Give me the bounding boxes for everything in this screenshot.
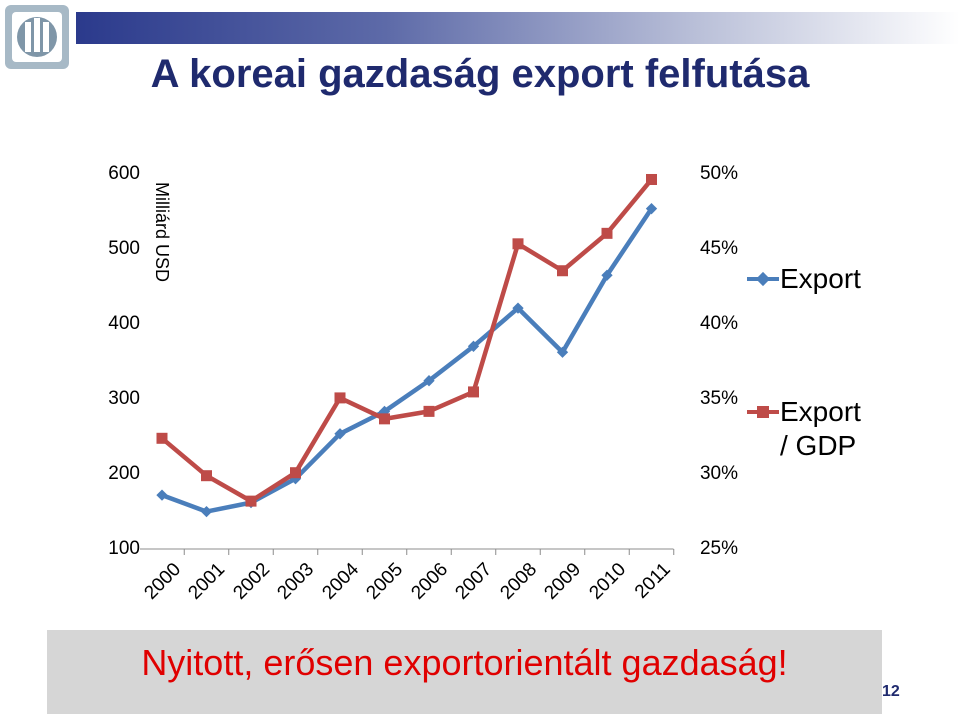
data-point-export-gdp xyxy=(512,238,524,250)
legend-label-export: Export xyxy=(780,263,861,294)
legend-label-export-gdp-line1: Export xyxy=(780,396,861,427)
data-point-export xyxy=(601,269,613,281)
y2-tick-label: 50% xyxy=(699,163,738,184)
y-tick-label: 600 xyxy=(108,163,140,184)
data-point-export xyxy=(512,302,524,314)
series-line-export xyxy=(161,207,654,514)
university-logo-icon xyxy=(5,5,69,69)
y2-tick-label: 25% xyxy=(699,538,738,559)
data-point-export xyxy=(200,505,213,518)
legend-swatch-export xyxy=(747,271,779,287)
data-point-export-gdp xyxy=(423,405,435,417)
page-number: 12 xyxy=(882,683,900,700)
data-point-export xyxy=(467,340,480,352)
data-point-export-gdp xyxy=(557,265,568,277)
y-tick-label: 200 xyxy=(108,463,140,484)
data-point-export-gdp xyxy=(156,432,168,444)
y-tick-label: 100 xyxy=(108,538,140,559)
y2-tick-label: 40% xyxy=(699,313,738,334)
legend-swatch-export-gdp xyxy=(747,406,779,418)
data-point-export xyxy=(334,428,346,440)
data-point-export-gdp xyxy=(201,470,212,482)
y-tick-label: 400 xyxy=(108,313,140,334)
data-point-export-gdp xyxy=(245,495,257,507)
y-tick-label: 500 xyxy=(108,238,140,259)
data-point-export xyxy=(423,375,435,387)
data-point-export-gdp xyxy=(334,392,346,404)
y-tick-label: 300 xyxy=(108,388,140,409)
series-line-export-gdp xyxy=(160,178,654,504)
data-point-export-gdp xyxy=(468,386,479,398)
data-point-export-gdp xyxy=(290,467,301,479)
y2-tick-label: 35% xyxy=(699,388,738,409)
data-point-export-gdp xyxy=(601,227,613,239)
y2-tick-label: 45% xyxy=(699,238,738,259)
footer-banner: Nyitott, erősen exportorientált gazdaság… xyxy=(47,630,882,714)
legend-label-export-gdp-line2: / GDP xyxy=(780,430,857,461)
slide-title: A koreai gazdaság export felfutása xyxy=(150,52,810,96)
data-point-export xyxy=(645,203,658,215)
header-bar xyxy=(76,12,960,44)
data-point-export xyxy=(156,489,168,501)
y2-tick-label: 30% xyxy=(699,463,738,484)
data-point-export-gdp xyxy=(646,173,657,185)
footer-text: Nyitott, erősen exportorientált gazdaság… xyxy=(141,642,788,683)
data-point-export xyxy=(556,346,569,358)
data-point-export-gdp xyxy=(379,413,390,425)
